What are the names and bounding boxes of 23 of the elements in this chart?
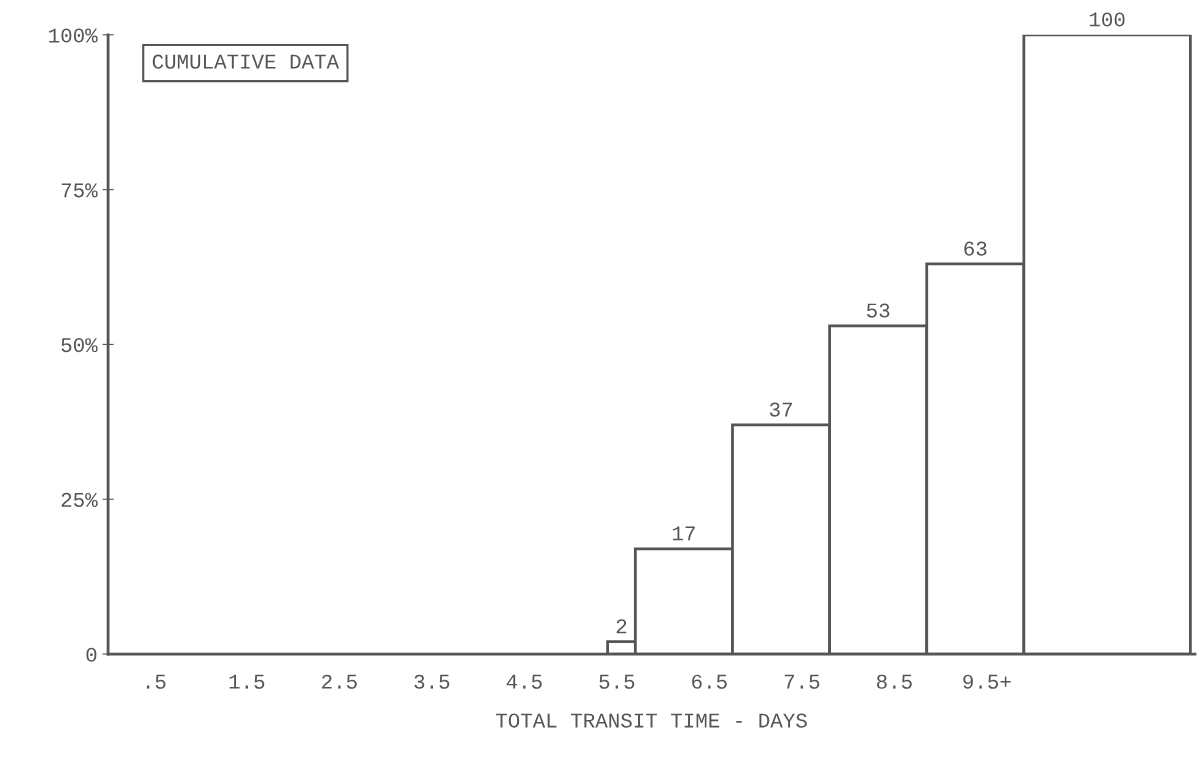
y-tick-label: 0 — [86, 647, 97, 662]
y-tick-label: 50% — [61, 338, 98, 353]
x-tick-label: 4.5 — [506, 674, 542, 689]
x-tick-label: 5.5 — [599, 674, 635, 689]
data-label: 37 — [769, 402, 792, 417]
data-label: 17 — [672, 526, 695, 541]
data-label: 63 — [964, 241, 987, 256]
data-label: 100 — [1089, 12, 1125, 27]
x-axis-title: TOTAL TRANSIT TIME - DAYS — [496, 713, 807, 728]
data-label: 53 — [866, 303, 890, 318]
x-tick-label: 2.5 — [322, 674, 357, 689]
data-label: 2 — [616, 619, 627, 634]
x-tick-label: 7.5 — [784, 674, 820, 689]
x-tick-label: 9.5+ — [963, 674, 1011, 689]
y-tick-label: 100% — [49, 28, 98, 43]
x-tick-label: 1.5 — [229, 674, 265, 689]
y-tick-label: 25% — [61, 492, 98, 507]
x-tick-label: 6.5 — [692, 674, 727, 689]
y-tick-label: 75% — [61, 183, 98, 198]
annotation: CUMULATIVE DATA — [152, 54, 340, 69]
x-tick-label: 3.5 — [414, 674, 450, 689]
x-tick-label: 8.5 — [876, 674, 912, 689]
x-tick-label: .5 — [146, 674, 166, 689]
